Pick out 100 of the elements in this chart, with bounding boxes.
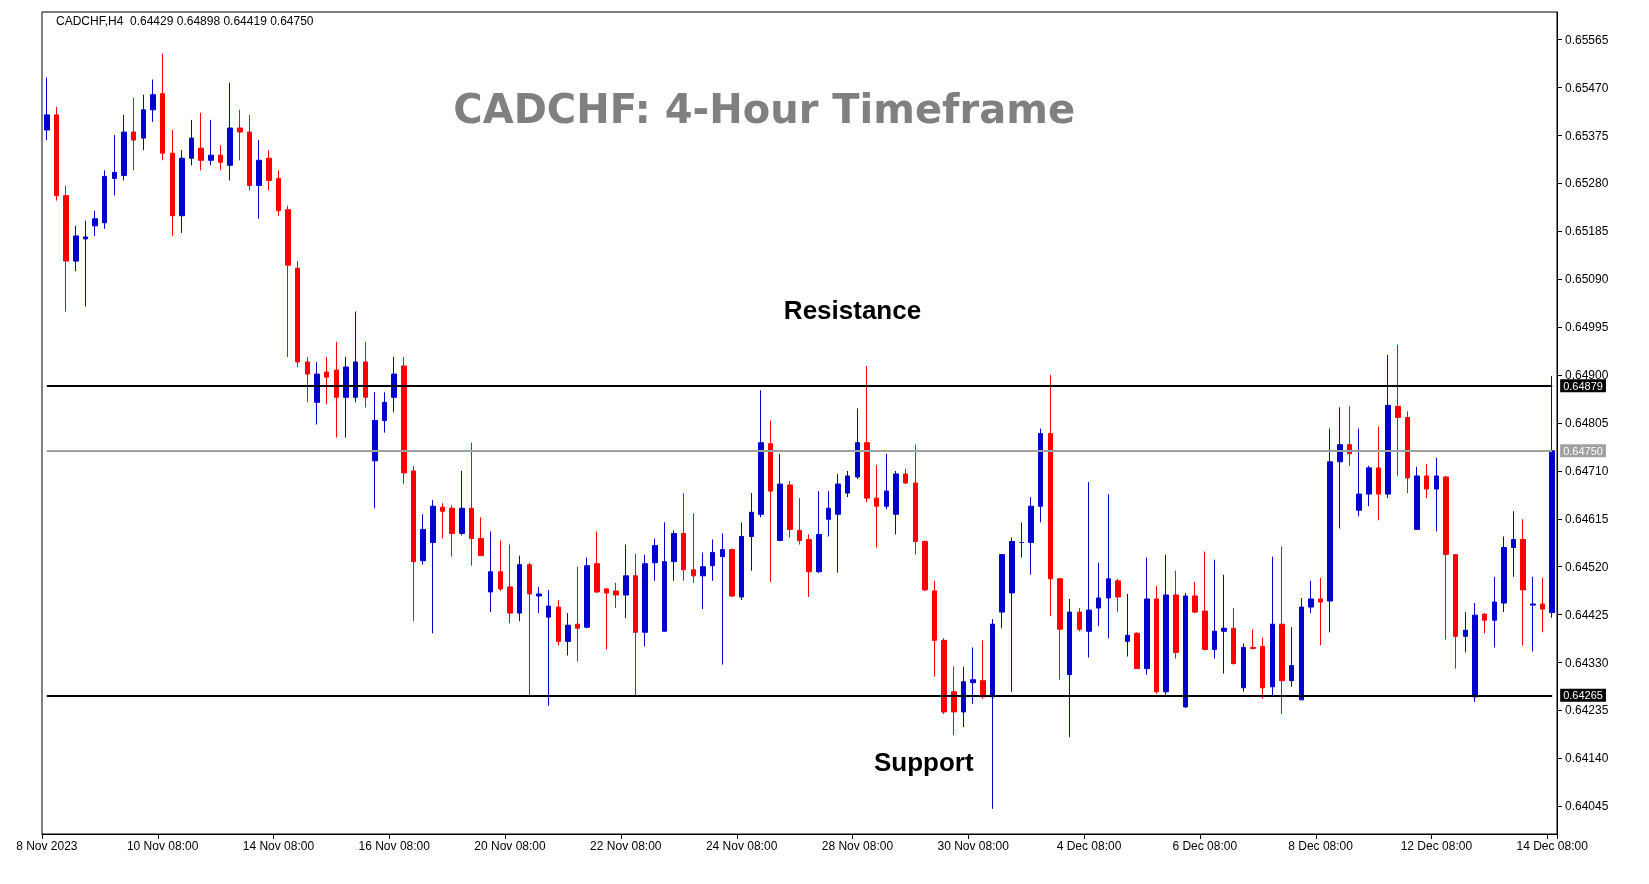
candlestick <box>54 106 59 202</box>
y-tick-label: 0.64235 <box>1565 703 1609 718</box>
candlestick <box>1028 496 1034 576</box>
candlestick <box>662 521 667 632</box>
candlestick <box>671 529 677 582</box>
candlestick <box>1125 593 1130 657</box>
candlestick <box>584 557 590 629</box>
candlestick <box>141 94 146 151</box>
candlestick <box>1154 585 1159 695</box>
candlestick <box>1511 510 1516 578</box>
candlestick <box>1405 410 1410 494</box>
candlestick <box>1434 457 1439 532</box>
candlestick <box>179 149 185 234</box>
candlestick <box>449 504 455 558</box>
candlestick <box>256 139 262 220</box>
annotation: CADCHF,H4 0.64429 0.64898 0.64419 0.64750 <box>56 14 314 28</box>
x-tick-label: 4 Dec 08:00 <box>1056 839 1122 853</box>
candlestick <box>826 490 831 537</box>
y-tick-label: 0.65565 <box>1565 32 1609 47</box>
candlestick <box>1549 375 1555 619</box>
candlestick <box>218 144 223 171</box>
candlestick <box>488 530 493 613</box>
candlestick <box>1327 428 1333 633</box>
candlestick <box>1231 607 1236 666</box>
candlestick <box>932 580 937 678</box>
x-tick-label: 16 Nov 08:00 <box>358 839 431 853</box>
candlestick <box>652 537 658 582</box>
candlestick <box>1463 611 1468 653</box>
y-tick-label: 0.65185 <box>1565 224 1609 239</box>
candlestick <box>1308 580 1314 614</box>
x-tick-label: 28 Nov 08:00 <box>821 839 894 853</box>
candlestick <box>1482 612 1487 634</box>
candlestick <box>1173 570 1179 660</box>
candlestick <box>642 554 648 647</box>
candlestick <box>546 589 551 707</box>
candlestick <box>922 540 928 592</box>
candlestick <box>1183 592 1188 709</box>
candlestick <box>536 586 542 614</box>
candlestick <box>1009 536 1015 693</box>
y-tick-label: 0.65470 <box>1565 80 1609 95</box>
candlestick <box>1192 581 1198 614</box>
annotation: Resistance <box>783 294 922 325</box>
candlestick <box>401 356 407 485</box>
candlestick <box>334 341 339 439</box>
candlestick <box>382 391 387 434</box>
candlestick <box>150 79 156 123</box>
candlestick <box>1443 475 1449 640</box>
candlestick <box>1366 465 1372 507</box>
x-tick-label: 30 Nov 08:00 <box>937 839 1010 853</box>
candlestick <box>83 220 88 308</box>
candlestick <box>1424 463 1429 499</box>
candlestick <box>276 169 281 217</box>
x-tick-label: 14 Nov 08:00 <box>242 839 315 853</box>
candlestick <box>797 497 802 546</box>
y-tick-label: 0.65280 <box>1565 176 1609 191</box>
annotation: Support <box>873 746 974 777</box>
candlestick <box>893 470 899 535</box>
x-tick-label: 24 Nov 08:00 <box>705 839 778 853</box>
candlestick <box>1501 535 1507 613</box>
candlestick <box>478 516 484 557</box>
candlestick <box>1241 642 1246 693</box>
candlestick <box>1096 562 1101 627</box>
candlestick <box>1202 551 1208 651</box>
candlestick <box>160 52 165 161</box>
candlestick <box>1289 626 1294 688</box>
ref-line-label: 0.64879 <box>1563 379 1603 392</box>
candlestick <box>613 582 619 609</box>
ref-line-label: 0.64265 <box>1563 689 1603 702</box>
candlestick <box>208 119 214 166</box>
candlestick <box>459 470 465 536</box>
candlestick <box>739 521 744 601</box>
candlestick <box>1086 481 1092 658</box>
candlestick <box>1077 607 1082 632</box>
candlestick <box>112 134 117 197</box>
candlestick <box>903 468 908 485</box>
candlestick <box>1347 405 1352 467</box>
candlestick <box>372 391 378 509</box>
candlestick <box>1048 374 1053 617</box>
y-tick-label: 0.64045 <box>1565 799 1609 814</box>
candlestick <box>1134 631 1140 670</box>
candlestick <box>623 544 629 619</box>
candlestick <box>1376 426 1381 521</box>
candlestick <box>1395 344 1401 477</box>
candlestick <box>594 530 600 594</box>
candlestick <box>681 492 686 582</box>
candlestick <box>1356 428 1362 517</box>
candlestick <box>420 513 426 566</box>
candlestick <box>749 492 754 572</box>
candlestick <box>990 618 995 810</box>
candlestick <box>391 356 397 413</box>
candlestick <box>1299 597 1304 701</box>
candlestick <box>874 464 879 549</box>
candlestick <box>507 544 513 624</box>
candlestick <box>295 260 300 368</box>
candlestick <box>227 82 233 181</box>
candlestick <box>1453 554 1458 670</box>
y-tick-label: 0.64710 <box>1565 463 1609 478</box>
candlestick <box>1530 576 1536 652</box>
candlestick <box>266 149 272 192</box>
y-tick-label: 0.65375 <box>1565 128 1609 143</box>
